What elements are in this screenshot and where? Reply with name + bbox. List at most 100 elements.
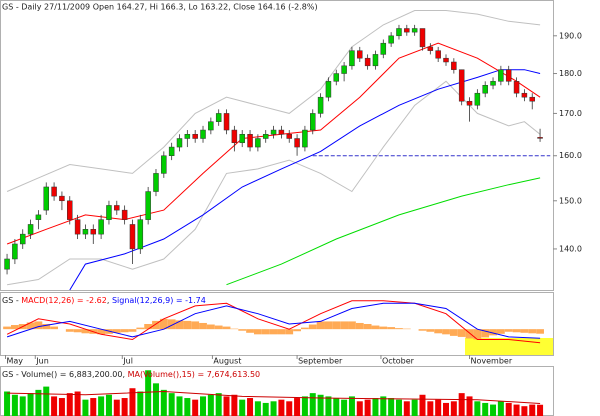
- histogram-bar: [81, 329, 90, 334]
- histogram-bar: [465, 329, 474, 339]
- candle-body: [317, 96, 324, 114]
- candle-body: [325, 81, 332, 98]
- y-tick-label: 150.0: [559, 196, 582, 205]
- candle-body: [255, 138, 261, 148]
- volume-bar: [403, 401, 410, 416]
- histogram-bar: [65, 329, 74, 332]
- indicator-line: [6, 300, 541, 344]
- volume-bar: [19, 396, 26, 416]
- candle-body: [145, 191, 151, 220]
- volume-bar: [482, 402, 489, 416]
- label-part: Signal(12,26,9) = -1.74: [112, 296, 206, 305]
- candle-body: [443, 57, 449, 63]
- histogram-bar: [473, 329, 482, 340]
- volume-bar: [513, 404, 520, 416]
- candle-body: [168, 146, 175, 156]
- histogram-bar: [418, 329, 427, 331]
- histogram-bar: [120, 329, 129, 333]
- volume-bar: [215, 393, 222, 416]
- candle-body: [294, 138, 300, 148]
- y-tick-label: 140.0: [559, 244, 582, 253]
- histogram-bar: [512, 329, 521, 333]
- volume-bar: [278, 399, 285, 416]
- label-part: ,: [122, 370, 127, 379]
- volume-bar: [51, 396, 58, 416]
- volume-bar: [160, 389, 167, 416]
- candle-body: [357, 50, 363, 59]
- candle-body: [333, 73, 340, 82]
- volume-bar: [294, 398, 301, 416]
- histogram-bar: [355, 322, 364, 330]
- histogram-bar: [183, 320, 192, 330]
- candle-body: [380, 42, 387, 55]
- volume-bar: [372, 398, 379, 416]
- volume-bar: [82, 399, 89, 416]
- indicator-line: [7, 80, 541, 286]
- indicator-line: [6, 302, 541, 339]
- volume-bar: [395, 399, 402, 416]
- histogram-bar: [293, 329, 301, 332]
- histogram-bar: [191, 321, 200, 330]
- histogram-bar: [199, 322, 207, 330]
- histogram-bar: [489, 329, 497, 336]
- volume-bar: [168, 393, 175, 416]
- candle-body: [537, 137, 543, 139]
- histogram-bar: [206, 324, 215, 330]
- candle-body: [192, 134, 198, 139]
- histogram-bar: [434, 329, 443, 334]
- panel-label: GS - Volume() = 6,883,200.00, MA(Volume(…: [2, 370, 260, 379]
- volume-bar: [474, 401, 481, 416]
- volume-bar: [348, 396, 355, 416]
- label-part: GS -: [2, 296, 21, 305]
- volume-bar: [427, 401, 434, 416]
- macd-panel: [0, 292, 554, 356]
- histogram-bar: [246, 329, 254, 333]
- volume-bar: [466, 396, 473, 416]
- candle-body: [490, 81, 496, 86]
- y-tick-label: 160.0: [559, 151, 582, 160]
- histogram-bar: [253, 329, 262, 335]
- candle-body: [286, 134, 292, 139]
- volume-bar: [521, 406, 528, 416]
- volume-bar: [537, 404, 544, 416]
- volume-bar: [121, 398, 128, 416]
- candle-body: [521, 92, 528, 98]
- volume-bar: [4, 391, 11, 416]
- volume-bar: [184, 398, 191, 416]
- volume-bar: [90, 398, 97, 416]
- histogram-bar: [144, 324, 153, 330]
- volume-bar: [505, 402, 512, 416]
- candle-body: [372, 54, 379, 67]
- candle-body: [114, 205, 120, 211]
- candle-body: [19, 233, 26, 245]
- histogram-bar: [536, 329, 544, 334]
- histogram-bar: [97, 329, 106, 335]
- histogram-bar: [528, 329, 537, 334]
- volume-bar: [27, 393, 34, 416]
- histogram-bar: [308, 324, 317, 330]
- histogram-bar: [136, 327, 145, 330]
- volume-bar: [231, 394, 238, 416]
- candle-body: [364, 57, 371, 67]
- volume-bar: [223, 396, 230, 416]
- histogram-bar: [285, 329, 294, 335]
- histogram-bar: [457, 329, 466, 337]
- candle-body: [404, 28, 410, 33]
- panel-label: GS - MACD(12,26) = -2.62, Signal(12,26,9…: [2, 296, 206, 305]
- histogram-bar: [128, 329, 137, 332]
- label-part: GS -: [2, 370, 21, 379]
- candle-body: [498, 69, 504, 82]
- candle-body: [200, 129, 206, 139]
- indicator-line: [6, 10, 541, 192]
- candle-body: [435, 50, 441, 59]
- indicator-line: [226, 177, 541, 286]
- volume-bar: [207, 394, 214, 416]
- volume-bar: [411, 399, 418, 416]
- histogram-bar: [496, 329, 505, 334]
- chart-title: GS - Daily 27/11/2009 Open 164.27, Hi 16…: [2, 3, 318, 12]
- histogram-bar: [10, 325, 19, 330]
- label-part: Volume() = 6,883,200.00: [21, 370, 122, 379]
- candle-body: [106, 205, 112, 220]
- volume-bar: [341, 399, 348, 416]
- candle-body: [90, 229, 97, 235]
